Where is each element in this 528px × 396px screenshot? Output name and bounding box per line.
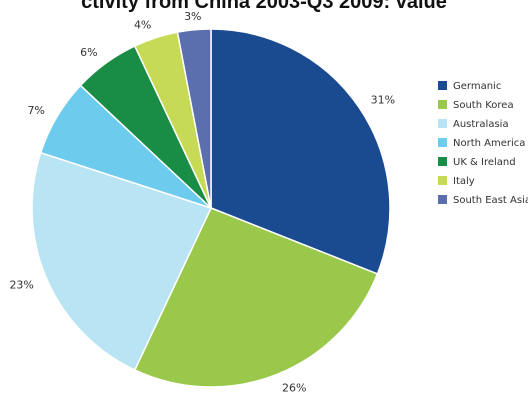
pie-slice-label-6: 3% xyxy=(184,10,201,23)
pie-slice-label-5: 4% xyxy=(134,18,151,31)
pie-slice-label-3: 7% xyxy=(27,104,44,117)
pie-slice-label-1: 26% xyxy=(282,381,306,394)
pie-slice-1 xyxy=(134,207,379,388)
pie-slice-6 xyxy=(176,28,212,209)
legend-swatch-0 xyxy=(438,81,447,90)
legend-label-2: Australasia xyxy=(453,119,509,130)
legend-swatch-3 xyxy=(438,138,447,147)
legend-label-5: Italy xyxy=(453,176,475,187)
legend: Germanic South Korea Australasia North Amer… xyxy=(438,81,528,206)
pie-slice-2 xyxy=(31,151,212,371)
pie-slice-0 xyxy=(210,28,391,275)
legend-swatch-1 xyxy=(438,100,447,109)
legend-swatch-4 xyxy=(438,157,447,166)
legend-swatch-2 xyxy=(438,119,447,128)
legend-label-1: South Korea xyxy=(453,100,514,111)
legend-label-3: North America xyxy=(453,138,525,149)
legend-label-0: Germanic xyxy=(453,81,501,92)
legend-swatch-5 xyxy=(438,176,447,185)
pie-slice-label-2: 23% xyxy=(9,279,33,292)
chart-title: ctivity from China 2003-Q3 2009: value xyxy=(81,0,447,13)
pie-slice-label-0: 31% xyxy=(371,94,395,107)
legend-label-4: UK & Ireland xyxy=(453,157,516,168)
legend-label-6: South East Asia xyxy=(453,195,528,206)
legend-swatch-6 xyxy=(438,195,447,204)
pie-slice-label-4: 6% xyxy=(80,46,97,59)
